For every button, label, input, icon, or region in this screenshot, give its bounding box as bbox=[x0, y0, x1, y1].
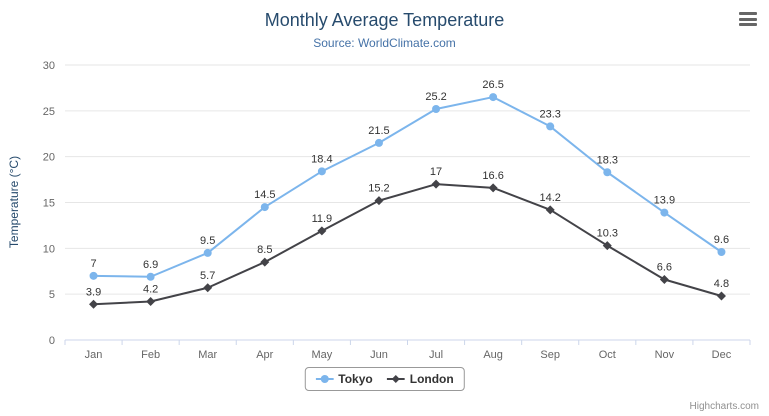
x-axis-label: Aug bbox=[483, 349, 503, 361]
tokyo-point-sep[interactable] bbox=[546, 122, 555, 131]
y-axis-title: Temperature (°C) bbox=[7, 156, 21, 248]
y-axis-label: 10 bbox=[43, 243, 55, 255]
london-point-oct[interactable] bbox=[602, 241, 612, 251]
series-london: 3.9 4.2 5.7 8.5 11.9 15.2 17 16.6 14.2 10.3 6.6 4.8 bbox=[86, 166, 729, 309]
x-axis-label: Sep bbox=[540, 349, 560, 361]
chart-subtitle: Source: WorldClimate.com bbox=[313, 36, 456, 50]
data-label: 4.2 bbox=[143, 284, 158, 296]
legend-label-tokyo: Tokyo bbox=[338, 372, 373, 386]
tokyo-point-dec[interactable] bbox=[717, 248, 726, 256]
y-axis-label: 20 bbox=[43, 152, 55, 164]
x-axis-label: Dec bbox=[712, 349, 732, 361]
london-point-jan[interactable] bbox=[89, 299, 99, 309]
tokyo-point-aug[interactable] bbox=[489, 93, 498, 102]
hamburger-bar bbox=[739, 23, 757, 26]
x-axis-label: Jan bbox=[85, 349, 103, 361]
x-axis-label: Jun bbox=[370, 349, 388, 361]
tokyo-point-may[interactable] bbox=[317, 167, 326, 176]
london-point-aug[interactable] bbox=[488, 183, 498, 193]
data-label: 4.8 bbox=[714, 278, 729, 290]
x-axis-label: May bbox=[311, 349, 332, 361]
tokyo-point-mar[interactable] bbox=[203, 248, 212, 257]
legend-item-london[interactable]: London bbox=[386, 372, 454, 386]
tokyo-circle-marker-icon bbox=[315, 375, 334, 383]
london-diamond-marker-icon bbox=[386, 375, 405, 383]
tokyo-series-line[interactable] bbox=[92, 96, 723, 278]
data-label: 6.6 bbox=[657, 262, 672, 274]
data-label: 21.5 bbox=[368, 125, 389, 137]
tokyo-point-oct[interactable] bbox=[603, 168, 612, 177]
london-point-apr[interactable] bbox=[260, 257, 270, 267]
legend-label-london: London bbox=[409, 372, 454, 386]
x-axis-label: Jul bbox=[429, 349, 443, 361]
y-axis-label: 5 bbox=[49, 289, 55, 301]
legend: Tokyo London bbox=[304, 367, 465, 391]
data-label: 17 bbox=[430, 166, 442, 178]
legend-item-tokyo[interactable]: Tokyo bbox=[315, 372, 373, 386]
x-axis-label: Oct bbox=[599, 349, 616, 361]
highcharts-credits-link[interactable]: Highcharts.com bbox=[689, 401, 759, 412]
data-label: 15.2 bbox=[368, 183, 389, 195]
data-label: 10.3 bbox=[597, 228, 618, 240]
london-series-line[interactable] bbox=[92, 183, 723, 306]
chart-title: Monthly Average Temperature bbox=[264, 10, 505, 30]
x-axis-label: Apr bbox=[256, 349, 273, 361]
tokyo-point-feb[interactable] bbox=[146, 272, 155, 281]
hamburger-menu-icon[interactable] bbox=[739, 12, 757, 26]
data-label: 6.9 bbox=[143, 259, 158, 271]
data-label: 14.2 bbox=[539, 192, 560, 204]
y-axis-label: 15 bbox=[43, 198, 55, 210]
x-axis-label: Mar bbox=[198, 349, 217, 361]
data-label: 13.9 bbox=[654, 195, 675, 207]
data-label: 16.6 bbox=[482, 170, 503, 182]
data-label: 3.9 bbox=[86, 286, 101, 298]
data-label: 14.5 bbox=[254, 189, 275, 201]
y-axis-label: 25 bbox=[43, 106, 55, 118]
tokyo-point-jul[interactable] bbox=[432, 105, 441, 113]
data-label: 18.4 bbox=[311, 153, 332, 165]
london-point-jun[interactable] bbox=[374, 196, 384, 206]
london-point-sep[interactable] bbox=[545, 205, 555, 215]
london-point-feb[interactable] bbox=[146, 297, 156, 306]
london-point-may[interactable] bbox=[317, 226, 327, 236]
x-axis-label: Feb bbox=[141, 349, 160, 361]
data-label: 5.7 bbox=[200, 270, 215, 282]
hamburger-bar bbox=[739, 12, 757, 15]
data-label: 18.3 bbox=[597, 154, 618, 166]
data-label: 9.6 bbox=[714, 234, 729, 246]
tokyo-point-jun[interactable] bbox=[374, 138, 383, 147]
data-label: 8.5 bbox=[257, 244, 272, 256]
x-axis-label: Nov bbox=[655, 349, 675, 361]
y-axis-label: 30 bbox=[43, 60, 55, 72]
data-label: 23.3 bbox=[539, 108, 560, 120]
tokyo-point-apr[interactable] bbox=[260, 203, 269, 212]
london-point-mar[interactable] bbox=[203, 283, 213, 293]
data-label: 25.2 bbox=[425, 91, 446, 103]
london-point-dec[interactable] bbox=[716, 291, 726, 301]
tokyo-point-nov[interactable] bbox=[660, 208, 669, 217]
data-label: 26.5 bbox=[482, 79, 503, 91]
data-label: 11.9 bbox=[312, 213, 333, 225]
london-point-nov[interactable] bbox=[659, 275, 669, 284]
london-point-jul[interactable] bbox=[431, 179, 441, 189]
data-label: 7 bbox=[90, 258, 96, 270]
data-label: 9.5 bbox=[200, 235, 215, 247]
hamburger-bar bbox=[739, 17, 757, 21]
y-axis-label: 0 bbox=[49, 335, 55, 347]
tokyo-point-jan[interactable] bbox=[89, 271, 98, 280]
series-tokyo: 7 6.9 9.5 14.5 18.4 21.5 25.2 26.5 23.3 18.3 13.9 9… bbox=[89, 79, 729, 281]
